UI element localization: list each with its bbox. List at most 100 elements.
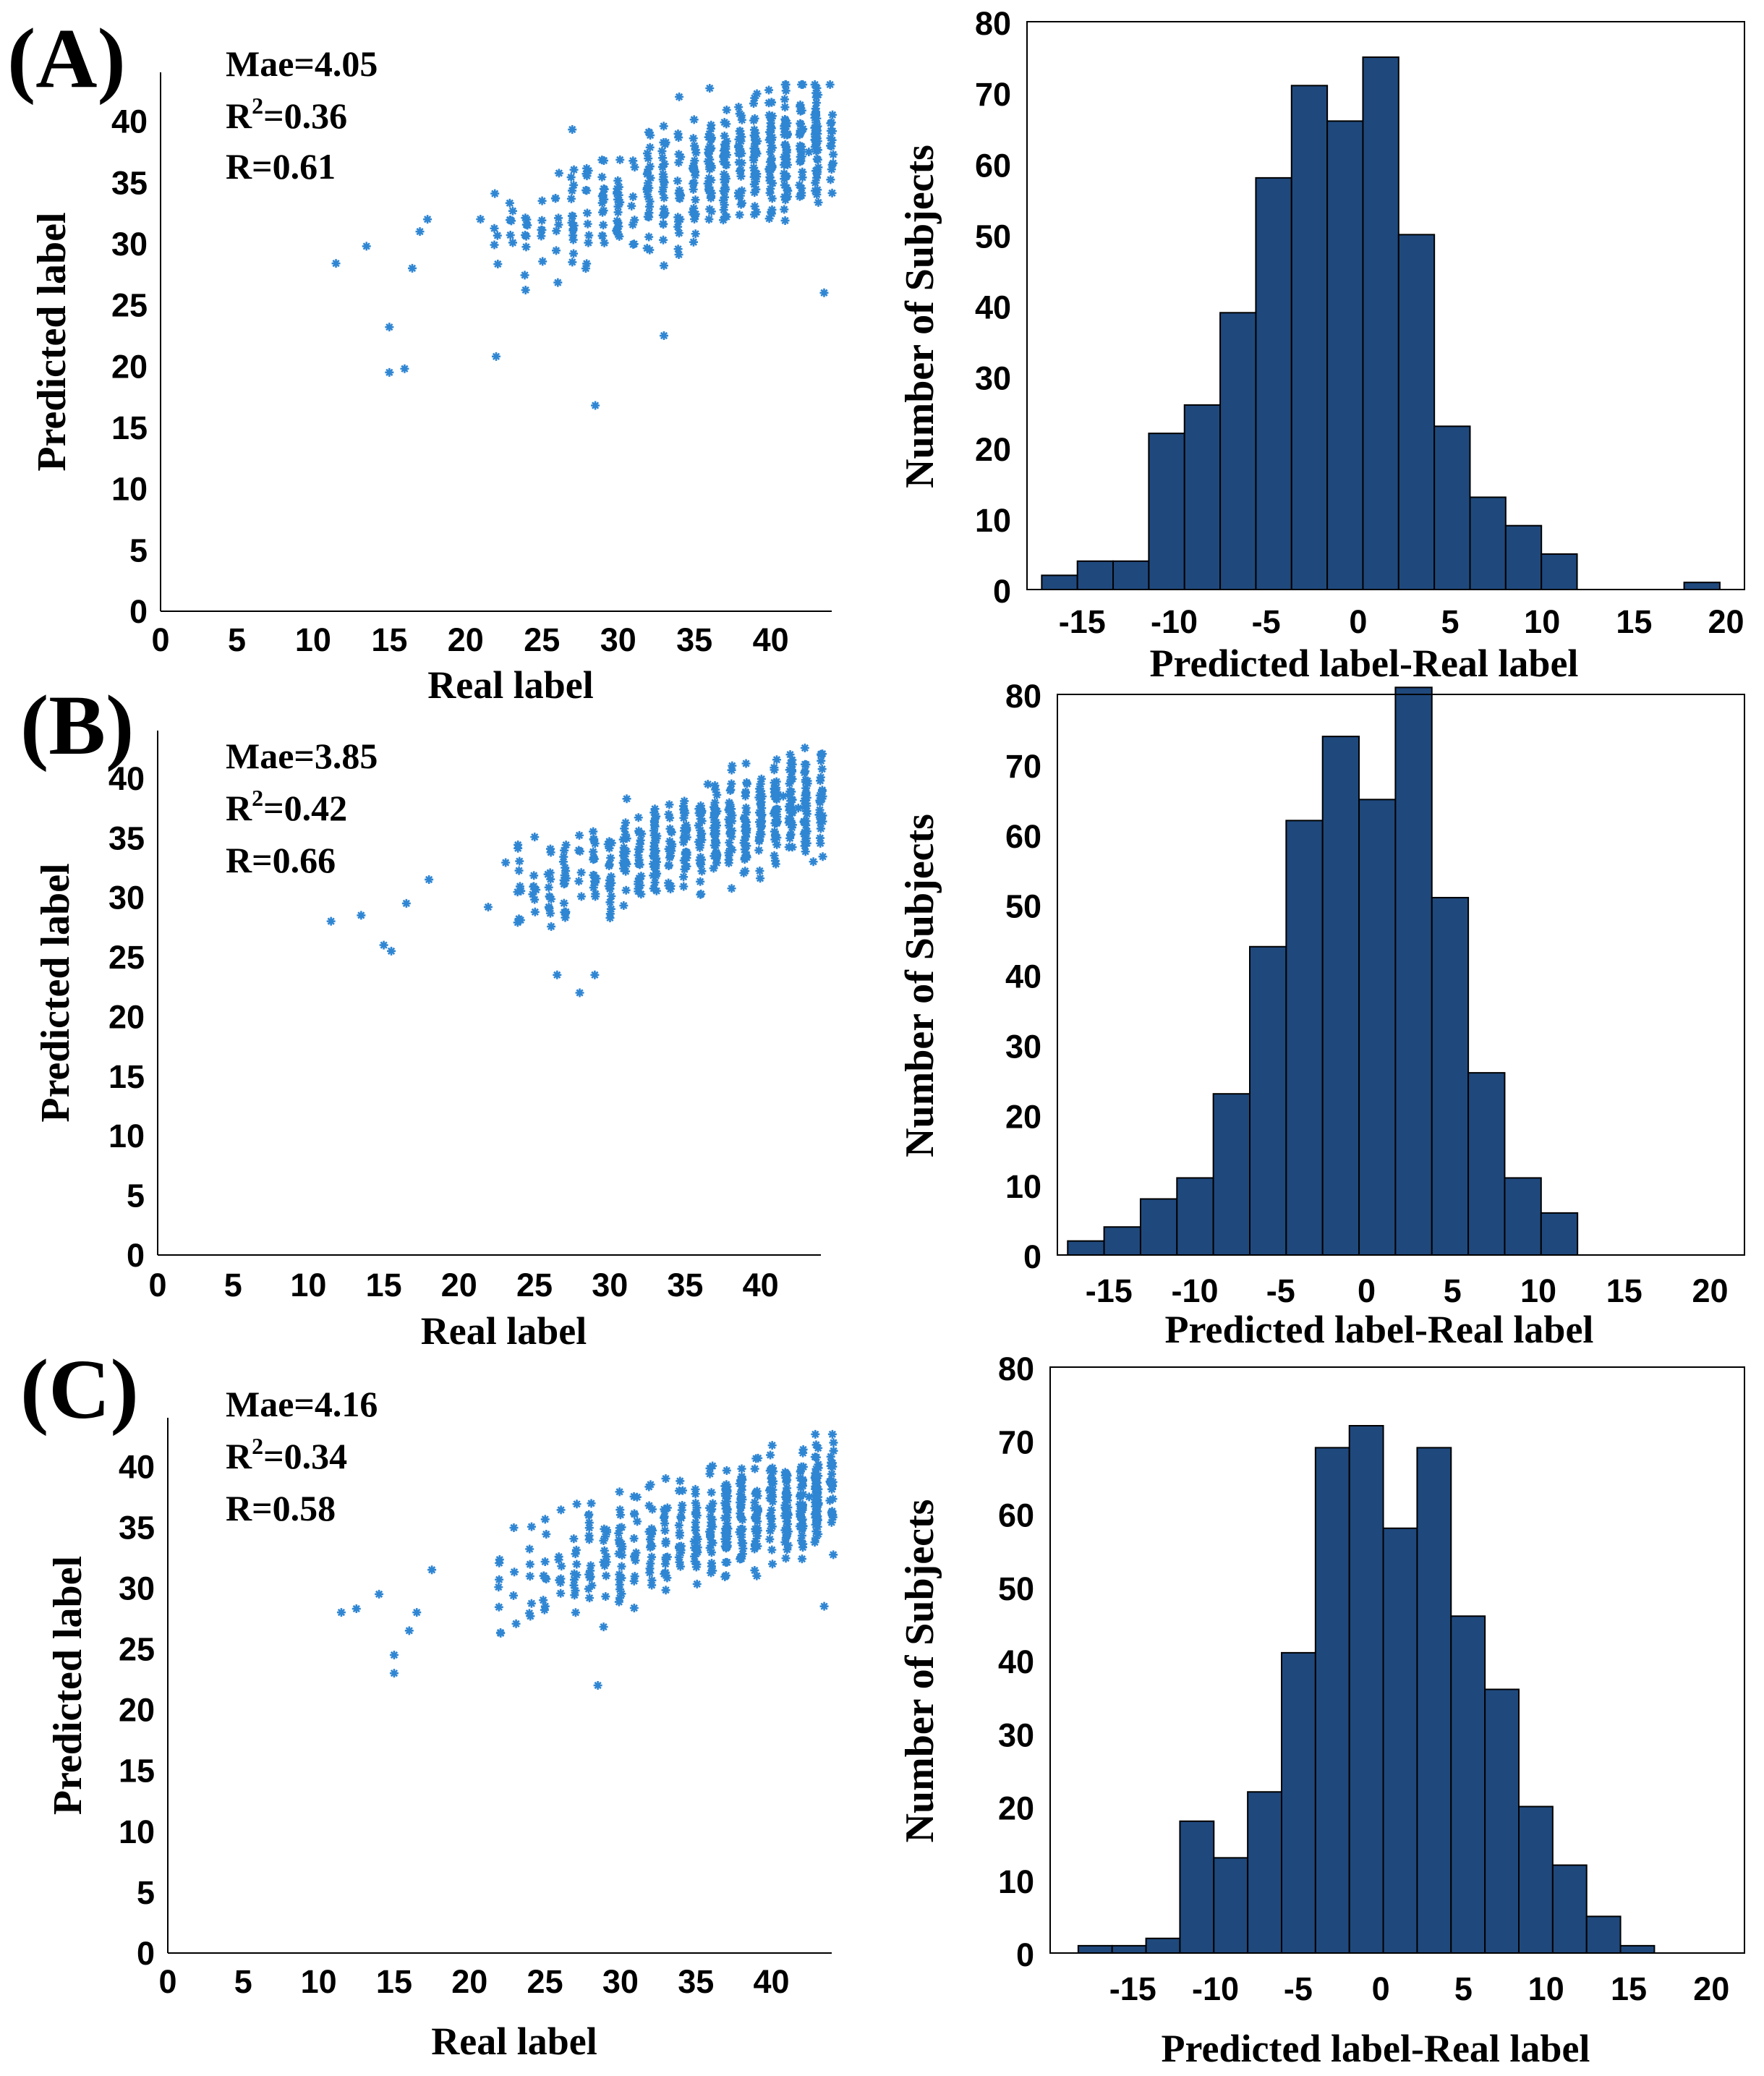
scatter-point bbox=[722, 106, 731, 115]
scatter-point bbox=[727, 884, 736, 893]
scatter-point bbox=[556, 1588, 566, 1598]
scatter-point bbox=[554, 213, 563, 223]
scatter-point bbox=[571, 1608, 580, 1617]
x-tick-label: 15 bbox=[1616, 603, 1652, 640]
scatter-point bbox=[706, 1512, 715, 1521]
scatter-point bbox=[630, 216, 639, 225]
scatter-point bbox=[783, 1502, 793, 1512]
scatter-point bbox=[764, 214, 774, 224]
scatter-point bbox=[635, 839, 644, 848]
scatter-point bbox=[710, 781, 720, 791]
scatter-point bbox=[768, 1560, 777, 1569]
scatter-point bbox=[423, 215, 433, 224]
scatter-point bbox=[539, 1596, 548, 1605]
scatter-point bbox=[606, 904, 615, 914]
scatter-point bbox=[650, 848, 660, 857]
scatter-point bbox=[710, 841, 719, 850]
scatter-point bbox=[682, 850, 691, 859]
scatter-point bbox=[628, 220, 637, 229]
scatter-point bbox=[660, 193, 669, 203]
histogram-bar bbox=[1249, 945, 1287, 1256]
scatter-point bbox=[676, 1513, 686, 1523]
scatter-point bbox=[644, 1501, 654, 1510]
x-tick-label: 5 bbox=[234, 1963, 252, 2000]
scatter-point bbox=[708, 1499, 717, 1508]
scatter-point bbox=[737, 115, 746, 124]
scatter-point bbox=[676, 194, 685, 203]
scatter-point bbox=[629, 1603, 639, 1612]
scatter-point bbox=[590, 839, 600, 848]
y-tick-label: 5 bbox=[137, 1874, 155, 1911]
scatter-point bbox=[587, 1581, 597, 1590]
scatter-point bbox=[813, 137, 822, 146]
scatter-point bbox=[527, 1522, 536, 1531]
scatter-point bbox=[766, 1450, 775, 1460]
y-tick-label: 40 bbox=[111, 103, 148, 140]
scatter-point bbox=[615, 1487, 624, 1497]
histogram-bar bbox=[1076, 560, 1115, 590]
histogram-bar bbox=[1362, 56, 1399, 590]
scatter-point bbox=[753, 1507, 762, 1516]
scatter-point bbox=[785, 801, 795, 811]
scatter-point bbox=[600, 1532, 610, 1541]
scatter-point bbox=[736, 191, 745, 200]
histogram-bar bbox=[1431, 896, 1470, 1256]
scatter-point bbox=[658, 187, 668, 196]
scatter-point bbox=[813, 145, 822, 155]
scatter-point bbox=[689, 134, 698, 143]
scatter-point bbox=[704, 184, 714, 194]
scatter-point bbox=[707, 207, 716, 216]
scatter-point bbox=[679, 882, 689, 891]
scatter-point bbox=[584, 1584, 593, 1594]
scatter-point bbox=[665, 800, 674, 809]
scatter-point bbox=[351, 1604, 361, 1614]
x-tick-label: 20 bbox=[448, 621, 484, 658]
scatter-point bbox=[583, 219, 592, 229]
scatter-point bbox=[692, 1532, 702, 1541]
scatter-point bbox=[676, 1476, 685, 1486]
scatter-point bbox=[660, 210, 669, 219]
scatter-point bbox=[506, 231, 515, 240]
scatter-point bbox=[662, 1573, 672, 1583]
scatter-point bbox=[737, 1464, 746, 1473]
scatter-point bbox=[783, 1541, 793, 1550]
scatter-point bbox=[659, 122, 668, 131]
scatter-point bbox=[736, 1476, 746, 1485]
scatter-point bbox=[657, 162, 667, 171]
histogram-bar bbox=[1111, 1944, 1147, 1954]
scatter-point bbox=[813, 185, 822, 195]
histogram-b: -15 -10 -5 0 5 10 15 20 0 10 20 30 40 50 60 70 80 Predict… bbox=[898, 678, 1745, 1351]
scatter-point bbox=[606, 854, 615, 863]
scatter-point bbox=[728, 846, 737, 855]
scatter-point bbox=[827, 142, 836, 151]
scatter-point bbox=[614, 190, 623, 200]
scatter-point bbox=[604, 882, 613, 891]
y-tick-label: 0 bbox=[137, 1935, 155, 1972]
scatter-point bbox=[492, 352, 500, 361]
scatter-point bbox=[629, 156, 638, 166]
stat-mae-a: Mae=4.05 bbox=[226, 43, 378, 84]
scatter-point bbox=[753, 1531, 762, 1541]
scatter-point bbox=[735, 166, 744, 176]
scatter-point bbox=[651, 862, 660, 871]
scatter-point bbox=[811, 178, 820, 187]
scatter-point bbox=[568, 231, 578, 240]
scatter-point bbox=[737, 1554, 746, 1563]
scatter-point bbox=[750, 1541, 759, 1551]
scatter-point bbox=[634, 851, 643, 860]
scatter-point bbox=[798, 173, 807, 182]
scatter-point bbox=[567, 211, 576, 221]
scatter-point bbox=[619, 901, 629, 910]
scatter-point bbox=[508, 1591, 518, 1600]
scatter-point bbox=[667, 828, 676, 837]
histogram-bar bbox=[1067, 1240, 1105, 1256]
scatter-point bbox=[772, 833, 782, 842]
stat-r2-sup-b: 2 bbox=[252, 785, 263, 811]
scatter-point bbox=[798, 1479, 807, 1489]
scatter-point bbox=[508, 206, 517, 216]
scatter-point bbox=[782, 145, 791, 155]
scatter-point bbox=[559, 898, 568, 908]
scatter-point bbox=[521, 220, 531, 229]
scatter-point bbox=[599, 1622, 608, 1632]
